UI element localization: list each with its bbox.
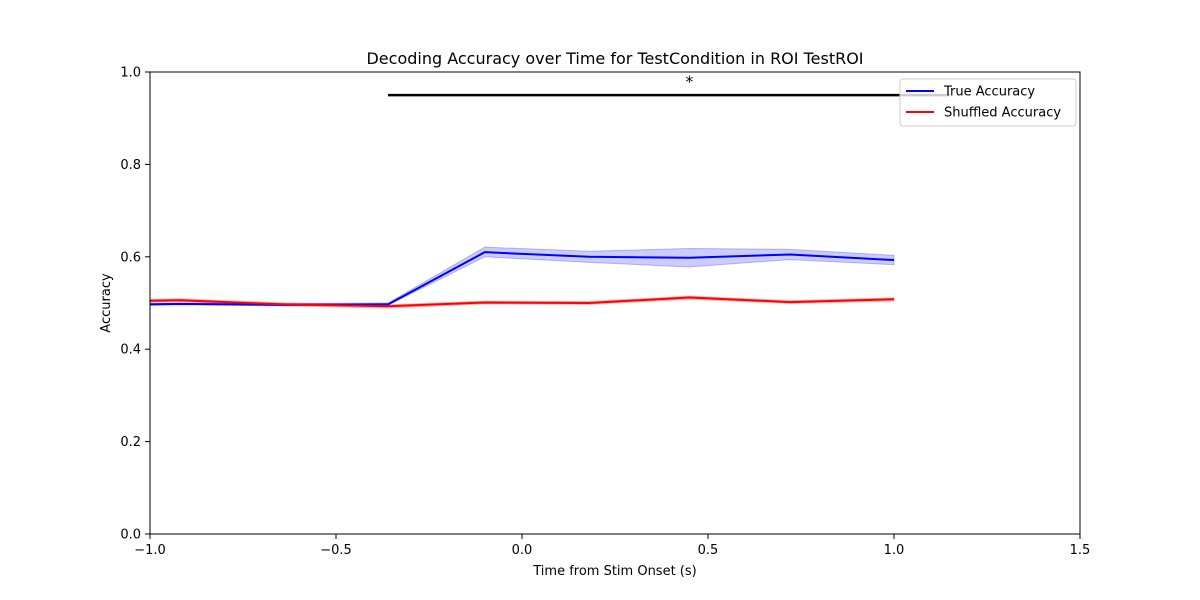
x-tick-label: −0.5 <box>320 543 352 558</box>
x-axis-label: Time from Stim Onset (s) <box>532 564 696 579</box>
y-tick-label: 0.8 <box>120 158 141 173</box>
shuffled-accuracy-legend-label: Shuffled Accuracy <box>944 106 1061 121</box>
true-accuracy-line <box>149 251 895 306</box>
y-axis-label: Accuracy <box>99 273 114 333</box>
chart-title: Decoding Accuracy over Time for TestCond… <box>366 49 863 68</box>
legend: True Accuracy Shuffled Accuracy <box>899 78 1077 127</box>
significance-marker: * <box>685 72 693 91</box>
x-tick-label: 0.0 <box>512 543 533 558</box>
y-tick-label: 1.0 <box>120 66 141 81</box>
x-tick-label: 1.5 <box>1070 543 1091 558</box>
x-axis: −1.0 −0.5 0.0 0.5 1.0 1.5 <box>134 534 1090 558</box>
legend-box <box>899 78 1077 127</box>
x-tick-label: 1.0 <box>884 543 905 558</box>
shuffled-accuracy-line <box>149 296 895 308</box>
true-accuracy-legend-label: True Accuracy <box>943 85 1035 100</box>
y-tick-label: 0.2 <box>120 435 141 450</box>
x-tick-label: −1.0 <box>134 543 166 558</box>
y-axis: 0.0 0.2 0.4 0.6 0.8 1.0 <box>120 66 150 543</box>
y-tick-label: 0.6 <box>120 250 141 265</box>
significance-annotation: * <box>388 72 950 97</box>
y-tick-label: 0.0 <box>120 528 141 543</box>
series-lines <box>149 251 895 308</box>
plot-frame <box>149 71 1081 535</box>
y-tick-label: 0.4 <box>120 343 141 358</box>
x-tick-label: 0.5 <box>698 543 719 558</box>
